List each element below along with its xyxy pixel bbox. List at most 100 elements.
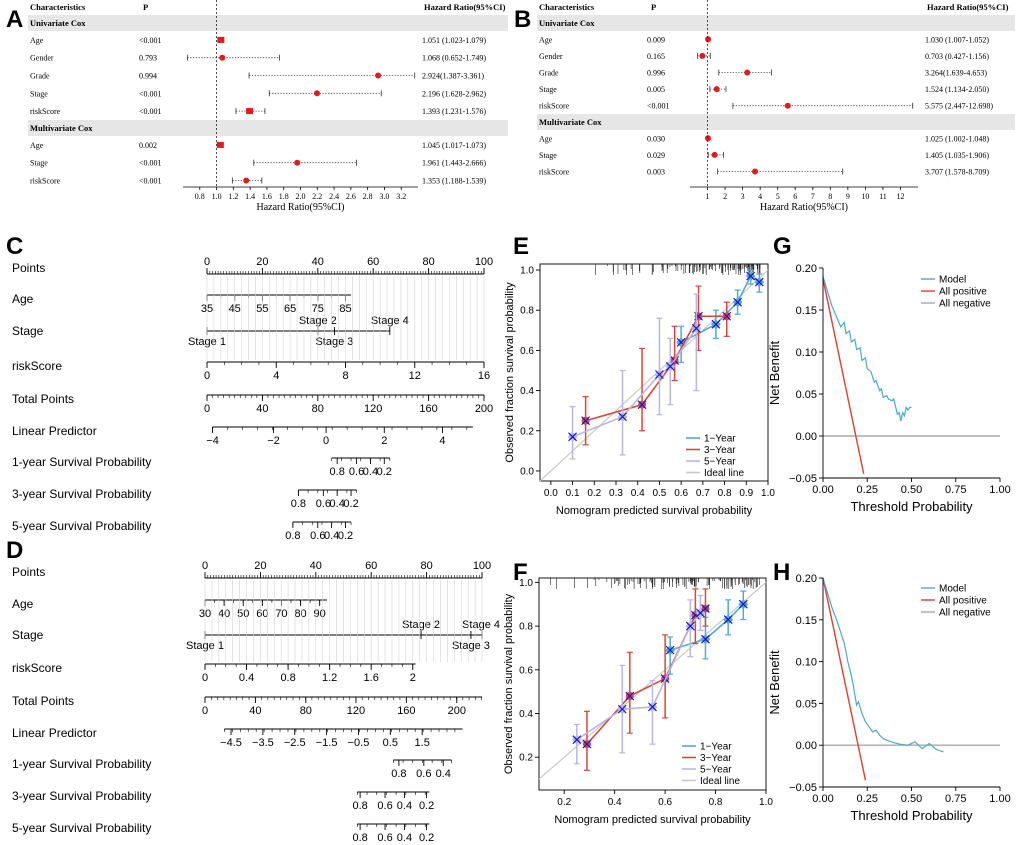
row-p-value: 0.996 bbox=[647, 69, 665, 78]
row-name: Grade bbox=[30, 72, 50, 81]
scale-label: 200 bbox=[475, 403, 493, 415]
ideal-line bbox=[539, 269, 769, 482]
cross-marker bbox=[723, 615, 733, 624]
x-tick-label: 3 bbox=[741, 192, 745, 201]
nomogram-row-label: riskScore bbox=[12, 359, 62, 373]
row-hazard-ratio: 2.196 (1.628-2.962) bbox=[422, 89, 486, 98]
nomogram-row-label: 5-year Survival Probability bbox=[12, 519, 151, 533]
row-hazard-ratio: 1.524 (1.134-2.050) bbox=[925, 85, 989, 94]
hr-point bbox=[216, 141, 224, 148]
cross-marker bbox=[617, 704, 627, 714]
scale-label: 0.2 bbox=[343, 498, 358, 510]
hr-point bbox=[744, 69, 751, 76]
scale-label: −4 bbox=[206, 435, 219, 447]
y-axis-title: Net Benefit bbox=[767, 650, 782, 715]
nomogram-row-label: Stage bbox=[12, 628, 44, 642]
x-tick-label: 1.4 bbox=[245, 192, 255, 201]
legend-label: 5−Year bbox=[700, 765, 732, 776]
cross-marker bbox=[733, 297, 743, 307]
scale-label: 120 bbox=[347, 705, 365, 717]
x-tick-label: 9 bbox=[846, 192, 850, 201]
section-band bbox=[537, 114, 1015, 130]
x-tick-label: 0.50 bbox=[901, 793, 922, 805]
hr-point bbox=[313, 90, 320, 97]
x-tick-label: 0.0 bbox=[544, 488, 558, 499]
y-tick-label: 0.6 bbox=[519, 665, 533, 676]
scale-label: 0.4 bbox=[324, 530, 339, 542]
scale-label: 1.5 bbox=[415, 737, 430, 749]
panel-letter-f: F bbox=[513, 559, 528, 586]
y-tick-label: −0.05 bbox=[789, 473, 817, 485]
row-hazard-ratio: 1.051 (1.023-1.079) bbox=[422, 36, 486, 45]
series-line bbox=[669, 603, 744, 651]
x-tick-label: 1.6 bbox=[262, 192, 272, 201]
x-tick-label: 6 bbox=[793, 192, 797, 201]
y-tick-label: 0.05 bbox=[796, 698, 817, 710]
x-tick-label: 0.00 bbox=[812, 484, 833, 496]
x-tick-label: 0.7 bbox=[696, 488, 710, 499]
legend-label: Ideal line bbox=[704, 468, 744, 479]
x-tick-label: 0.25 bbox=[857, 793, 878, 805]
row-hazard-ratio: 3.264(1.639-4.653) bbox=[925, 69, 987, 78]
panel-letter-h: H bbox=[773, 559, 790, 586]
cross-marker bbox=[568, 432, 577, 442]
scale-label: 0 bbox=[202, 560, 208, 572]
row-p-value: 0.165 bbox=[647, 52, 665, 61]
scale-label: 40 bbox=[249, 705, 261, 717]
scale-label: 0.4 bbox=[397, 800, 412, 812]
legend-label: All negative bbox=[939, 608, 991, 619]
nomogram-row-label: Points bbox=[12, 565, 45, 579]
series-line bbox=[822, 577, 867, 781]
row-p-value: 0.793 bbox=[139, 54, 157, 63]
row-name: riskScore bbox=[30, 177, 61, 186]
cross-marker bbox=[746, 271, 756, 281]
row-name: riskScore bbox=[539, 168, 570, 177]
scale-label: 8 bbox=[342, 370, 348, 382]
scale-label: 0 bbox=[202, 672, 208, 684]
scale-label: 0.8 bbox=[330, 466, 345, 478]
panel-f-calibration-plot: 0.2 0.4 0.6 0.8 1.0 0.2 0.4 0.6 0.8 1.0 Nomogram p… bbox=[503, 577, 773, 826]
y-tick-label: 0.15 bbox=[796, 615, 817, 627]
y-tick-label: 0.10 bbox=[796, 657, 817, 669]
legend-label: All positive bbox=[939, 596, 987, 607]
cross-marker bbox=[572, 735, 582, 745]
scale-label: 200 bbox=[448, 705, 466, 717]
row-name: Age bbox=[30, 36, 44, 45]
scale-label: −1.5 bbox=[316, 737, 338, 749]
scale-label: 20 bbox=[256, 256, 268, 268]
scale-label: 0.6 bbox=[416, 768, 431, 780]
scale-label: 40 bbox=[312, 256, 324, 268]
series-line bbox=[822, 276, 912, 422]
x-tick-label: 11 bbox=[879, 192, 887, 201]
cross-marker bbox=[754, 277, 764, 287]
scale-label: 0.8 bbox=[352, 800, 367, 812]
scale-label: 100 bbox=[475, 256, 493, 268]
y-axis-title: Net Benefit bbox=[767, 340, 782, 405]
x-axis-title: Hazard Ratio(95%CI) bbox=[760, 202, 848, 213]
row-name: Stage bbox=[539, 151, 557, 160]
row-hazard-ratio: 2.924(1.387-3.361) bbox=[422, 72, 484, 81]
scale-label: 0.6 bbox=[377, 800, 392, 812]
scale-label: 4 bbox=[439, 435, 445, 447]
x-tick-label: 0.9 bbox=[739, 488, 753, 499]
section-label: Multivariate Cox bbox=[30, 123, 93, 133]
nomogram-row-label: Linear Predictor bbox=[12, 726, 97, 740]
hr-point bbox=[711, 151, 718, 158]
row-name: Grade bbox=[539, 69, 559, 78]
scale-label: 0 bbox=[204, 403, 210, 415]
scale-label: −3.5 bbox=[252, 737, 274, 749]
y-tick-label: 0.05 bbox=[796, 389, 817, 401]
cross-marker bbox=[665, 645, 675, 655]
cross-marker bbox=[695, 608, 705, 618]
x-tick-label: 3.0 bbox=[379, 192, 389, 201]
y-tick-label: 0.20 bbox=[796, 263, 817, 275]
x-tick-label: 0.25 bbox=[857, 484, 878, 496]
hr-point bbox=[705, 36, 712, 43]
row-p-value: <0.001 bbox=[139, 89, 162, 98]
scale-label: 16 bbox=[478, 370, 490, 382]
category-label: Stage 3 bbox=[452, 640, 490, 652]
nomogram-row-label: 1-year Survival Probability bbox=[12, 455, 151, 469]
cross-marker bbox=[738, 599, 748, 609]
nomogram-row-label: Stage bbox=[12, 324, 44, 338]
